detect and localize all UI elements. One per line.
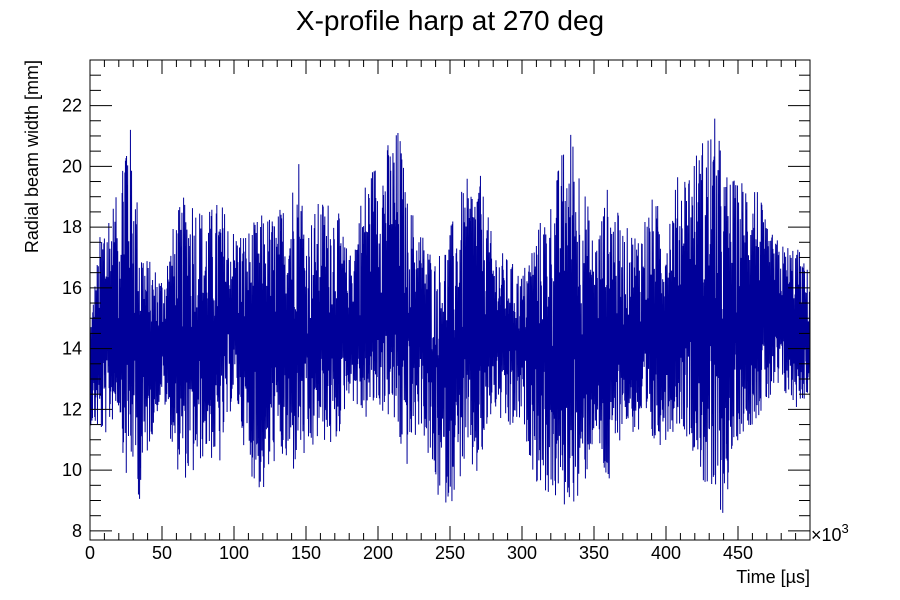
y-tick-labels: 8 10 12 14 16 18 20 22: [62, 96, 82, 541]
x-tick-label: 150: [291, 543, 321, 563]
plot-frame: [89, 59, 811, 541]
y-tick-label: 22: [62, 96, 82, 116]
y-tick-label: 14: [62, 339, 82, 359]
series-layer: [89, 118, 811, 513]
y-tick-label: 16: [62, 278, 82, 298]
x-tick-label: 0: [85, 543, 95, 563]
x-tick-label: 350: [579, 543, 609, 563]
x-tick-label: 450: [723, 543, 753, 563]
series-line: [89, 118, 811, 513]
chart-title: X-profile harp at 270 deg: [296, 5, 604, 36]
y-tick-label: 12: [62, 399, 82, 419]
x-axis-title: Time [µs]: [736, 567, 810, 587]
x-tick-label: 100: [219, 543, 249, 563]
x-tick-label: 200: [363, 543, 393, 563]
y-tick-label: 18: [62, 217, 82, 237]
x-tick-label: 300: [507, 543, 537, 563]
x-axis-exponent-base: ×10: [811, 525, 842, 545]
y-axis-title: Radial beam width [mm]: [22, 60, 42, 253]
ticks-layer: [89, 59, 811, 540]
x-tick-label: 400: [651, 543, 681, 563]
x-axis-exponent-label: ×103: [811, 521, 849, 545]
y-tick-label: 8: [72, 521, 82, 541]
y-tick-label: 20: [62, 156, 82, 176]
x-axis-exponent-power: 3: [842, 521, 849, 536]
y-tick-label: 10: [62, 460, 82, 480]
x-tick-label: 250: [435, 543, 465, 563]
x-tick-label: 50: [152, 543, 172, 563]
x-tick-labels: 0 50 100 150 200 250 300 350 400 450: [85, 543, 753, 563]
